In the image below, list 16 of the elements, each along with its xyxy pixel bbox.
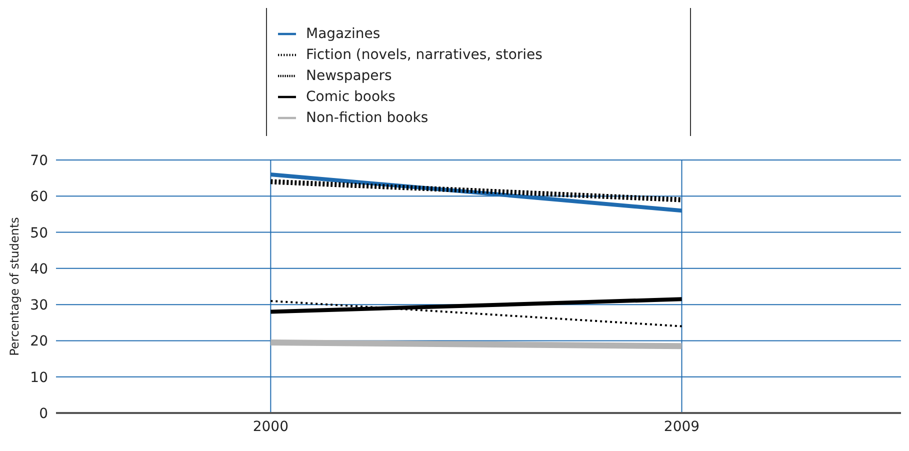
y-tick-label: 50: [30, 225, 48, 242]
y-tick-label: 20: [30, 334, 48, 350]
legend-label: Fiction (novels, narratives, stories: [306, 47, 542, 63]
y-tick-label: 10: [30, 370, 48, 386]
y-tick-label: 0: [39, 406, 48, 422]
legend-label: Newspapers: [306, 68, 392, 84]
x-tick-label: 2000: [252, 418, 288, 435]
legend-label: Comic books: [306, 89, 396, 105]
y-tick-label: 70: [30, 152, 48, 169]
y-tick-label: 30: [30, 298, 48, 314]
legend-label: Non-fiction books: [306, 110, 428, 126]
x-tick-label: 2009: [664, 418, 700, 435]
legend-label: Magazines: [306, 26, 380, 42]
y-tick-label: 40: [30, 261, 48, 278]
y-axis-title: Percentage of students: [7, 217, 22, 356]
y-tick-label: 60: [30, 189, 48, 206]
